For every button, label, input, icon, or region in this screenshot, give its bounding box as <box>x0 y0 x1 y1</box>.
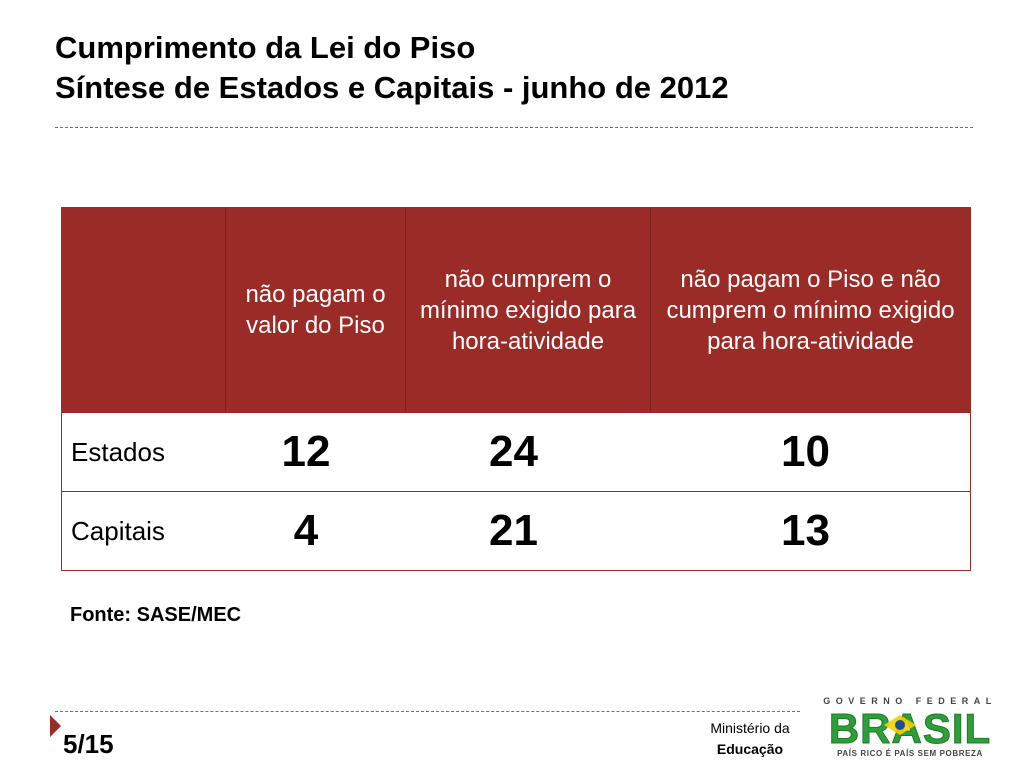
table-cell-value: 21 <box>489 506 538 555</box>
table-cell-value: 12 <box>281 427 331 476</box>
slide-title: Cumprimento da Lei do Piso Síntese de Es… <box>55 28 975 108</box>
table-row-capitais: Capitais 4 21 13 <box>62 491 970 570</box>
header-cell-nao-pagam-piso: não pagam o valor do Piso <box>226 208 406 412</box>
ministry-line-2: Educação <box>716 741 784 757</box>
ministry-label: Ministério da Educação <box>700 718 800 760</box>
slide-marker-icon <box>50 715 61 737</box>
row-label: Estados <box>71 436 165 467</box>
footer-divider <box>55 711 800 712</box>
title-divider <box>55 127 973 128</box>
summary-table: não pagam o valor do Piso não cumprem o … <box>61 207 971 571</box>
table-row-estados: Estados 12 24 10 <box>62 412 970 491</box>
svg-text:PAÍS RICO É PAÍS SEM POBREZA: PAÍS RICO É PAÍS SEM POBREZA <box>837 749 983 758</box>
row-label: Capitais <box>71 515 165 546</box>
source-note: Fonte: SASE/MEC <box>70 604 242 626</box>
governo-federal-brasil-logo: GOVERNO FEDERAL BRASIL PAÍS RICO É PAÍS … <box>812 693 1008 759</box>
table-header-row: não pagam o valor do Piso não cumprem o … <box>62 208 970 412</box>
title-line-1: Cumprimento da Lei do Piso <box>55 30 476 65</box>
header-cell-ambos: não pagam o Piso e não cumprem o mínimo … <box>666 265 955 355</box>
table-cell-value: 10 <box>781 427 830 476</box>
table-cell-value: 13 <box>781 506 830 555</box>
svg-text:GOVERNO FEDERAL: GOVERNO FEDERAL <box>823 696 997 706</box>
table-cell-value: 4 <box>293 506 319 555</box>
header-cell-nao-cumprem-hora-atividade: não cumprem o mínimo exigido para hora-a… <box>406 208 651 412</box>
title-line-2: Síntese de Estados e Capitais - junho de… <box>55 70 729 105</box>
page-number: 5/15 <box>63 729 114 759</box>
table-cell-value: 24 <box>489 427 538 476</box>
ministry-line-1: Ministério da <box>710 720 790 736</box>
svg-text:BRASIL: BRASIL <box>829 705 991 752</box>
header-cell-empty <box>62 208 226 412</box>
